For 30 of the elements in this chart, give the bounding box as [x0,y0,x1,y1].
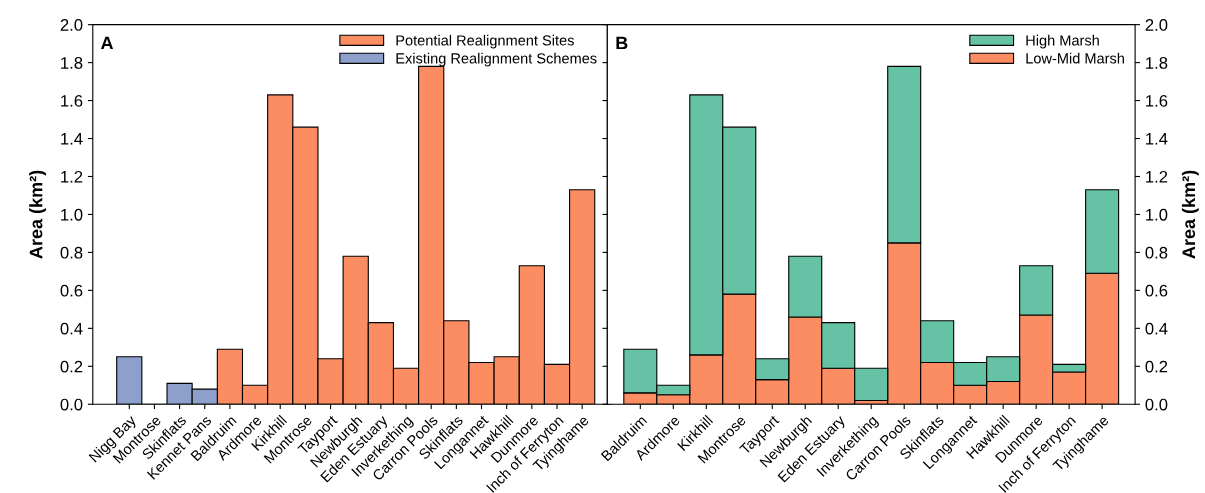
y-tick-label: 1.6 [61,94,83,107]
legend-label: High Marsh [1026,34,1099,49]
y-tick-label: 1.4 [61,133,83,145]
y-tick-label: 0.2 [1145,360,1168,373]
legend-label: Potential Realignment Sites [396,34,574,49]
y-tick-label: 1.2 [1146,170,1168,183]
y-axis-title: Area (km²) [29,170,47,259]
legend-label: Low-Mid Marsh [1026,52,1124,64]
y-tick-label: 1.2 [61,170,83,183]
y-tick-label: 0.6 [1145,284,1168,297]
y-tick-label: 1.4 [1146,133,1168,145]
y-tick-label: 0.8 [60,246,83,259]
y-tick-label: 2.0 [60,19,83,31]
y-tick-label: 0.6 [60,284,83,297]
y-tick-label: 1.8 [1146,57,1168,69]
y-tick-label: 1.8 [61,57,83,69]
y-tick-label: 0.2 [60,360,83,373]
legend-label: Existing Realignment Schemes [396,52,597,67]
text: A [100,36,114,50]
y-tick-label: 0.8 [1145,246,1168,259]
y-tick-label: 0.4 [1145,322,1168,335]
y-tick-label: 1.0 [1146,208,1168,221]
y-tick-label: 0.0 [60,398,83,411]
y-axis-title: Area (km²) [1181,170,1199,259]
y-tick-label: 0.4 [60,322,83,335]
text: B [616,36,628,50]
y-tick-label: 1.0 [61,208,83,221]
y-tick-label: 0.0 [1145,398,1168,411]
y-tick-label: 2.0 [1145,19,1168,31]
y-tick-label: 1.6 [1146,94,1168,107]
